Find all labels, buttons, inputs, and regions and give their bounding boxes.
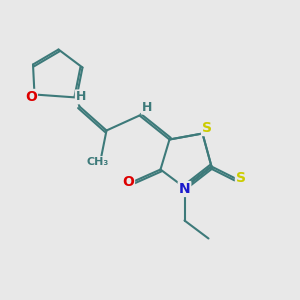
Text: H: H xyxy=(76,90,86,104)
Text: S: S xyxy=(236,172,246,185)
Text: S: S xyxy=(202,121,212,135)
Text: H: H xyxy=(142,100,152,114)
Text: O: O xyxy=(122,175,134,188)
Text: O: O xyxy=(25,90,37,104)
Text: CH₃: CH₃ xyxy=(86,157,109,167)
Text: N: N xyxy=(179,182,190,196)
